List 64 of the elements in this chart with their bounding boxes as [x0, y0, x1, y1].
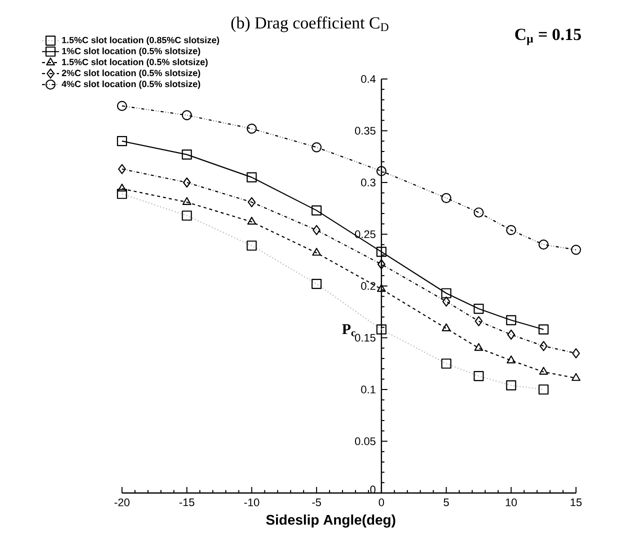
point: [118, 184, 126, 192]
x-axis-title: Sideslip Angle(deg): [266, 514, 396, 528]
point: [506, 225, 516, 236]
point: [182, 197, 192, 205]
point: [246, 124, 257, 134]
point: [540, 340, 548, 352]
point: [474, 207, 484, 218]
x-tick-label: 5: [444, 498, 449, 506]
point: [441, 288, 452, 298]
point: [312, 205, 322, 216]
x-tick-label: -20: [114, 498, 130, 506]
point: [442, 323, 451, 332]
point: [441, 192, 452, 204]
point: [442, 296, 450, 307]
point: [248, 197, 256, 208]
y-tick-label: 0.15: [355, 334, 376, 342]
point: [474, 304, 484, 314]
x-tick-label: -5: [312, 498, 321, 506]
legend-label: 1.5%C slot location (0.85%C slotsize): [62, 36, 220, 45]
y-tick-label: 0.25: [355, 230, 376, 238]
y-tick-label: 0.35: [355, 126, 376, 135]
point: [474, 316, 483, 326]
y-tick-label: 0.05: [355, 437, 376, 446]
y-tick-label: 0.4: [361, 75, 376, 83]
point: [376, 284, 386, 292]
legend-label: 1.5%C slot location (0.5% slotsize): [62, 58, 208, 67]
x-tick-label: 10: [506, 498, 517, 506]
y-tick-label: 0.1: [361, 386, 376, 394]
legend-label: 2%C slot location (0.5% slotsize): [62, 70, 200, 78]
point: [376, 166, 386, 176]
point: [312, 248, 322, 256]
text: C$_{μ}$ = 0.15: [515, 28, 581, 46]
point: [182, 150, 192, 160]
x-tick-label: 0: [378, 498, 384, 506]
point: [376, 246, 386, 257]
point: [538, 324, 549, 335]
chart-title: (b) Drag coefficient C$_{D}$: [231, 16, 388, 32]
point: [507, 330, 516, 340]
legend-label: 1%C slot location (0.5% slotsize): [62, 48, 200, 56]
y-tick-label: 0.3: [361, 178, 376, 186]
point: [506, 315, 516, 326]
point: [378, 259, 386, 270]
point: [572, 373, 580, 381]
y-axis-title: P$_{c}$: [342, 324, 356, 336]
point: [474, 343, 484, 351]
point: [116, 136, 128, 146]
point: [539, 366, 548, 375]
point: [247, 216, 256, 225]
point: [572, 348, 580, 358]
point: [182, 177, 191, 188]
point: [312, 142, 322, 152]
y-tick-label: 0.2: [361, 282, 376, 290]
legend-label: 4%C slot location (0.5% slotsize): [62, 80, 200, 89]
x-tick-label: 15: [570, 498, 582, 506]
point: [538, 240, 549, 250]
point: [312, 225, 320, 236]
point: [182, 110, 192, 120]
point: [570, 244, 582, 255]
x-tick-label: -15: [179, 498, 194, 506]
x-tick-label: -10: [244, 498, 260, 506]
point: [246, 172, 257, 182]
point: [116, 100, 128, 111]
point: [506, 355, 516, 364]
point: [118, 164, 126, 174]
